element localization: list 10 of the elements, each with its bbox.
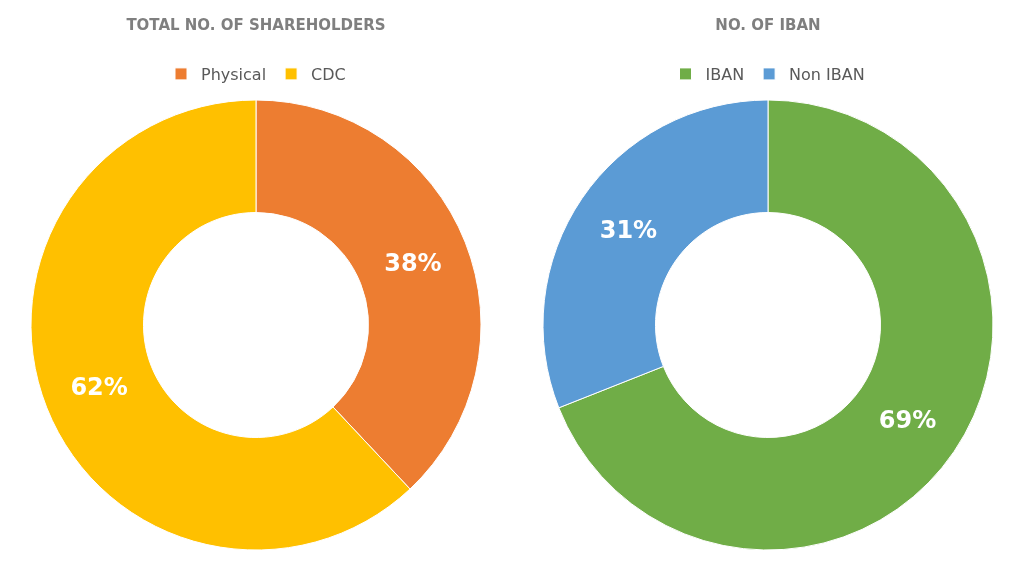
- legend-label: Non IBAN: [789, 65, 865, 85]
- chart-title: TOTAL NO. OF SHAREHOLDERS: [126, 16, 386, 35]
- legend-label: IBAN: [705, 65, 745, 85]
- legend-label: CDC: [311, 65, 346, 85]
- data-label: 69%: [878, 405, 937, 434]
- legend-label: Physical: [201, 65, 267, 85]
- chart-title: NO. OF IBAN: [715, 16, 821, 35]
- data-label: 38%: [384, 248, 442, 277]
- data-label: 31%: [599, 216, 658, 245]
- data-label: 62%: [70, 373, 128, 402]
